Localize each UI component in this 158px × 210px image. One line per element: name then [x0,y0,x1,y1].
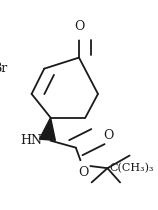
Text: Br: Br [0,62,8,75]
Text: C(CH₃)₃: C(CH₃)₃ [109,163,154,173]
Text: O: O [103,129,114,142]
Polygon shape [40,118,55,140]
Text: O: O [78,166,88,179]
Text: O: O [74,20,84,33]
Text: HN: HN [21,134,43,147]
